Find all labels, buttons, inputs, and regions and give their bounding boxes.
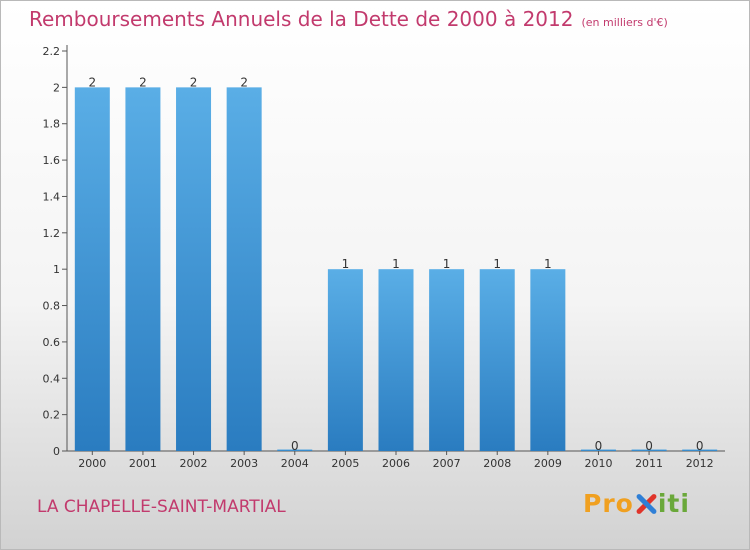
x-tick-label: 2000 [78, 457, 106, 470]
x-tick-label: 2008 [483, 457, 511, 470]
logo-text-pro: Pro [583, 489, 634, 518]
chart-unit: (en milliers d'€) [581, 16, 668, 29]
commune-name: LA CHAPELLE-SAINT-MARTIAL [37, 497, 286, 517]
x-tick-label: 2012 [686, 457, 714, 470]
logo-x-mark [635, 492, 657, 516]
bar-2001 [125, 87, 161, 451]
bar-2007 [429, 269, 465, 451]
x-tick-label: 2011 [635, 457, 663, 470]
proxiti-logo: Pro iti [583, 489, 690, 518]
bar-2003 [226, 87, 262, 451]
y-tick-label: 1.4 [43, 190, 61, 203]
chart-title: Remboursements Annuels de la Dette de 20… [29, 7, 574, 31]
y-tick-label: 1.8 [43, 118, 61, 131]
data-label-2012: 0 [696, 439, 704, 453]
y-tick-label: 2.2 [43, 45, 61, 58]
y-tick-label: 0.8 [43, 300, 61, 313]
x-tick-label: 2010 [584, 457, 612, 470]
chart-title-block: Remboursements Annuels de la Dette de 20… [29, 7, 668, 31]
bar-2009 [530, 269, 566, 451]
x-tick-label: 2009 [534, 457, 562, 470]
data-label-2009: 1 [544, 257, 552, 271]
y-tick-label: 0.4 [43, 372, 61, 385]
x-tick-label: 2006 [382, 457, 410, 470]
y-tick-label: 0 [53, 445, 60, 458]
x-tick-label: 2007 [433, 457, 461, 470]
bar-2006 [378, 269, 414, 451]
data-label-2010: 0 [595, 439, 603, 453]
bar-2011 [631, 449, 667, 451]
bar-2000 [74, 87, 110, 451]
y-tick-label: 2 [53, 81, 60, 94]
bar-series [74, 87, 718, 451]
x-axis: 2000 2001 2002 2003 2004 2005 2006 2007 2008 2009… [67, 450, 725, 470]
x-tick-label: 2001 [129, 457, 157, 470]
data-label-2011: 0 [645, 439, 653, 453]
data-label-2007: 1 [443, 257, 451, 271]
data-label-2001: 2 [139, 75, 147, 89]
bar-2010 [580, 449, 616, 451]
y-tick-label: 0.6 [43, 336, 61, 349]
data-label-2000: 2 [88, 75, 96, 89]
data-label-2003: 2 [240, 75, 248, 89]
data-label-2005: 1 [342, 257, 350, 271]
x-tick-label: 2002 [180, 457, 208, 470]
y-tick-label: 1.2 [43, 227, 61, 240]
y-tick-label: 0.2 [43, 409, 61, 422]
bar-2008 [479, 269, 515, 451]
data-labels: 2 2 2 2 0 1 1 1 1 1 0 0 0 [88, 75, 703, 453]
bar-2005 [327, 269, 363, 451]
data-label-2008: 1 [493, 257, 501, 271]
data-label-2004: 0 [291, 439, 299, 453]
x-tick-label: 2004 [281, 457, 309, 470]
bar-2012 [682, 449, 718, 451]
data-label-2006: 1 [392, 257, 400, 271]
bar-2004 [277, 449, 313, 451]
y-axis: 0 0.2 0.4 0.6 0.8 1 1.2 1.4 1.6 1.8 2 2.2 [43, 45, 68, 458]
y-tick-label: 1 [53, 263, 60, 276]
x-tick-label: 2003 [230, 457, 258, 470]
data-label-2002: 2 [190, 75, 198, 89]
logo-text-iti: iti [657, 489, 690, 518]
y-tick-label: 1.6 [43, 154, 61, 167]
bar-2002 [176, 87, 212, 451]
x-tick-label: 2005 [331, 457, 359, 470]
